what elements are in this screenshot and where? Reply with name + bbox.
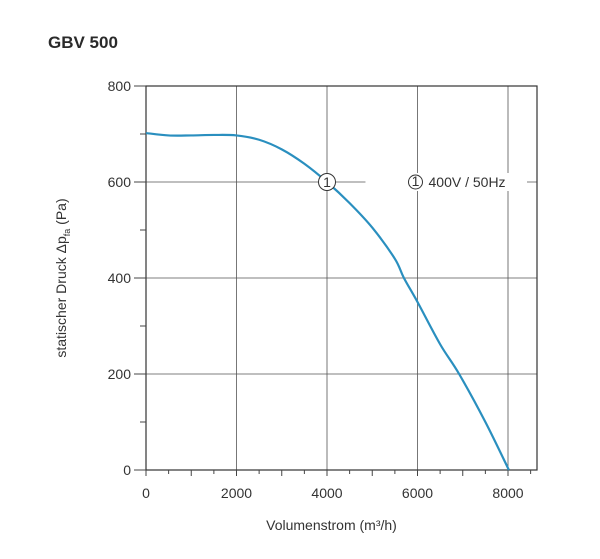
x-tick-label: 6000 [402, 485, 433, 501]
series-line [145, 131, 510, 471]
y-tick-label: 600 [108, 174, 132, 190]
y-tick-label: 800 [108, 78, 132, 94]
x-axis-label: Volumenstrom (m³/h) [266, 517, 397, 533]
y-tick-label: 200 [108, 366, 132, 382]
curve-marker-label: 1 [323, 174, 331, 190]
y-tick-label: 0 [123, 462, 131, 478]
legend-background [365, 173, 528, 191]
chart-title: GBV 500 [48, 33, 118, 52]
y-tick-label: 400 [108, 270, 132, 286]
curve-marker-circle [318, 173, 336, 191]
x-tick-label: 8000 [492, 485, 523, 501]
legend-marker-label: 1 [412, 173, 420, 189]
x-tick-label: 2000 [221, 485, 252, 501]
legend-label: 400V / 50Hz [429, 174, 506, 190]
legend-marker-circle [408, 174, 423, 190]
y-axis-label: statischer Druck Δpfa (Pa) [53, 198, 72, 357]
x-tick-label: 4000 [311, 485, 342, 501]
x-tick-label: 0 [142, 485, 150, 501]
